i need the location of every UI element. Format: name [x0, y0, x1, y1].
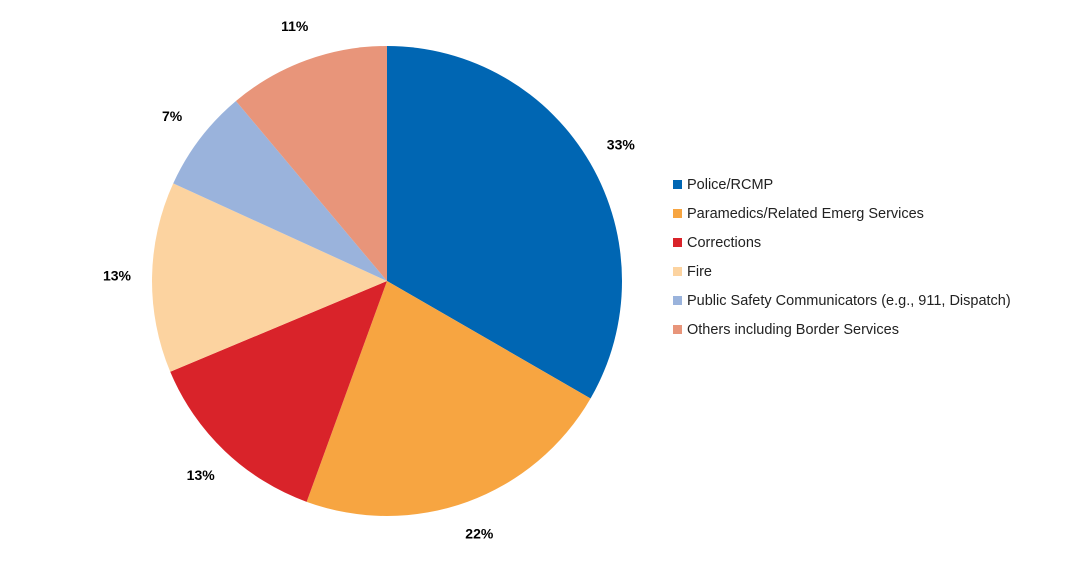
legend-swatch-communicators: [673, 296, 682, 305]
legend-item-corrections: Corrections: [673, 228, 1011, 257]
data-label-corrections: 13%: [187, 467, 216, 483]
legend-item-police: Police/RCMP: [673, 170, 1011, 199]
legend-item-fire: Fire: [673, 257, 1011, 286]
pie-slice-police: [387, 46, 623, 399]
legend-swatch-others: [673, 325, 682, 334]
legend-item-communicators: Public Safety Communicators (e.g., 911, …: [673, 286, 1011, 315]
pie-data-labels: 33% 22% 13% 13% 7% 11%: [103, 18, 635, 541]
pie-slice-fire: [152, 183, 387, 372]
legend-label-communicators: Public Safety Communicators (e.g., 911, …: [687, 292, 1011, 309]
legend-swatch-fire: [673, 267, 682, 276]
legend-label-paramedics: Paramedics/Related Emerg Services: [687, 205, 924, 222]
pie-slices: [152, 45, 623, 517]
legend-item-others: Others including Border Services: [673, 315, 1011, 344]
data-label-communicators: 7%: [162, 108, 183, 124]
pie-slice-communicators: [173, 100, 387, 281]
data-label-others: 11%: [281, 18, 309, 34]
pie-slice-corrections: [170, 281, 387, 502]
data-label-paramedics: 22%: [465, 525, 494, 541]
legend-label-corrections: Corrections: [687, 234, 762, 251]
legend-swatch-police: [673, 180, 682, 189]
pie-slice-paramedics: [306, 281, 591, 517]
legend-swatch-corrections: [673, 238, 682, 247]
legend-item-paramedics: Paramedics/Related Emerg Services: [673, 199, 1011, 228]
legend-label-others: Others including Border Services: [687, 321, 899, 338]
pie-slice-others: [235, 45, 387, 281]
chart-legend: Police/RCMP Paramedics/Related Emerg Ser…: [673, 170, 1011, 344]
data-label-police: 33%: [607, 137, 636, 153]
legend-swatch-paramedics: [673, 209, 682, 218]
legend-label-fire: Fire: [687, 263, 712, 280]
legend-label-police: Police/RCMP: [687, 176, 774, 193]
data-label-fire: 13%: [103, 267, 132, 283]
